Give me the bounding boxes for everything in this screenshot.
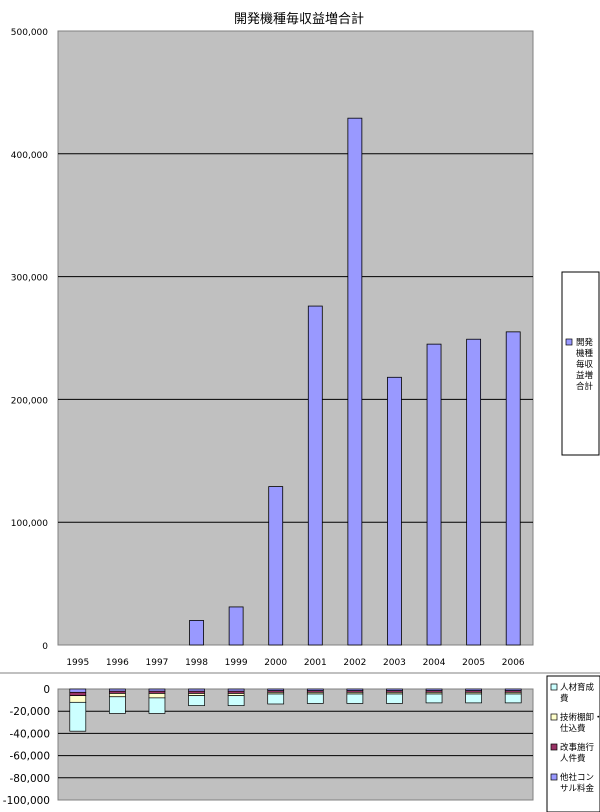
cost-bars — [69, 688, 522, 732]
cost-legend-swatch-3 — [550, 743, 558, 751]
cost-y-tick-label: -100,000 — [3, 795, 50, 807]
cost-bar-segment — [188, 695, 205, 706]
main-bar — [228, 606, 244, 646]
main-bar — [426, 343, 442, 646]
main-bar — [466, 338, 482, 646]
main-legend-line-1: 開発 — [576, 338, 594, 348]
main-y-tick-label: 300,000 — [11, 274, 48, 284]
cost-bar-segment — [346, 693, 364, 704]
main-bar — [387, 376, 402, 646]
cost-legend-3-line-1: 改事施行 — [560, 742, 595, 753]
main-x-tick-label: 1998 — [185, 658, 208, 668]
main-legend-box — [561, 271, 600, 456]
cost-bar-segment — [386, 693, 403, 704]
main-x-tick-label: 2005 — [462, 658, 485, 668]
cost-bar-segment — [227, 695, 245, 706]
main-x-tick-label: 2001 — [304, 658, 327, 668]
cost-y-tick-label: -60,000 — [9, 751, 50, 763]
main-x-tick-labels: 1995 1996 1997 1998 1999 2000 2001 2002 2003 2004… — [66, 658, 525, 668]
main-bar — [268, 486, 284, 646]
main-y-tick-label: 200,000 — [11, 396, 48, 406]
main-x-tick-label: 2006 — [502, 658, 525, 668]
main-y-tick-label: 100,000 — [11, 519, 48, 529]
main-legend: 開発 機種 毎収 益増 合計 — [561, 271, 600, 456]
cost-bar-segment — [267, 693, 285, 705]
main-legend-line-5: 合計 — [576, 381, 594, 392]
main-bar — [307, 305, 323, 646]
main-y-tick-label: 400,000 — [11, 151, 48, 161]
cost-bar-segment — [109, 693, 126, 698]
main-legend-line-2: 機種 — [576, 348, 594, 359]
chart-title: 開発機種毎収益増合計 — [234, 11, 364, 27]
main-legend-swatch — [565, 338, 573, 346]
cost-legend-2-line-1: 技術棚卸・ — [560, 712, 600, 723]
cost-y-tick-label: -40,000 — [9, 728, 50, 740]
cost-legend-4-line-2: サル料金 — [560, 783, 595, 794]
main-bar — [505, 331, 521, 646]
main-gridlines — [58, 153, 533, 523]
cost-bar-segment — [109, 696, 126, 714]
main-plot-background — [57, 30, 534, 646]
cost-legend-swatch-1 — [550, 683, 558, 691]
main-y-tick-labels: 0 100,000 200,000 300,000 400,000 500,000 — [11, 28, 48, 652]
cost-y-tick-labels: 0 -20,000 -40,000 -60,000 -80,000 -100,000 — [3, 684, 50, 807]
cost-bar-segment — [425, 693, 443, 704]
cost-bar-segment — [69, 688, 87, 693]
main-x-tick-label: 2000 — [264, 658, 287, 668]
cost-bar-segment — [148, 693, 166, 699]
main-x-tick-label: 1997 — [146, 658, 169, 668]
cost-y-tick-label: -80,000 — [9, 773, 50, 785]
cost-legend-1-line-2: 費 — [560, 693, 569, 704]
cost-legend-swatch-4 — [550, 773, 558, 781]
cost-bar-segment — [306, 693, 324, 704]
cost-legend-1-line-1: 人材育成 — [560, 682, 595, 693]
main-x-tick-label: 1999 — [225, 658, 248, 668]
cost-bar-segment — [69, 701, 87, 732]
cost-bar-segment — [148, 697, 166, 714]
main-plot-area — [57, 30, 534, 646]
main-x-tick-label: 2002 — [343, 658, 366, 668]
cost-bar-segment — [69, 691, 87, 697]
cost-legend-4-line-1: 他社コン — [560, 772, 594, 783]
cost-y-tick-label: -20,000 — [9, 706, 50, 718]
main-legend-line-4: 益増 — [576, 370, 593, 381]
main-y-tick-label: 0 — [42, 642, 48, 652]
main-x-tick-label: 2004 — [423, 658, 446, 668]
cost-bar-segment — [69, 695, 87, 703]
cost-bar-segment — [465, 693, 482, 704]
cost-plot-background — [57, 688, 534, 801]
main-x-tick-label: 1996 — [106, 658, 129, 668]
cost-legend-swatch-2 — [550, 713, 558, 721]
main-x-tick-label: 2003 — [383, 658, 406, 668]
cost-plot-area — [57, 688, 534, 801]
cost-legend: 人材育成 費 技術棚卸・ 仕込費 改事施行 人件費 他社コン サル料金 — [546, 675, 600, 812]
cost-legend-2-line-2: 仕込費 — [560, 723, 586, 734]
main-x-tick-label: 1995 — [66, 658, 89, 668]
cost-legend-3-line-2: 人件費 — [560, 753, 586, 764]
main-y-tick-label: 500,000 — [11, 28, 48, 38]
main-legend-line-3: 毎収 — [576, 359, 594, 370]
main-bar — [347, 117, 363, 646]
main-bar — [189, 620, 204, 646]
cost-bar-segment — [504, 693, 522, 704]
main-bars — [189, 117, 521, 646]
cost-y-tick-label: 0 — [43, 684, 50, 696]
cost-gridlines — [58, 710, 533, 779]
